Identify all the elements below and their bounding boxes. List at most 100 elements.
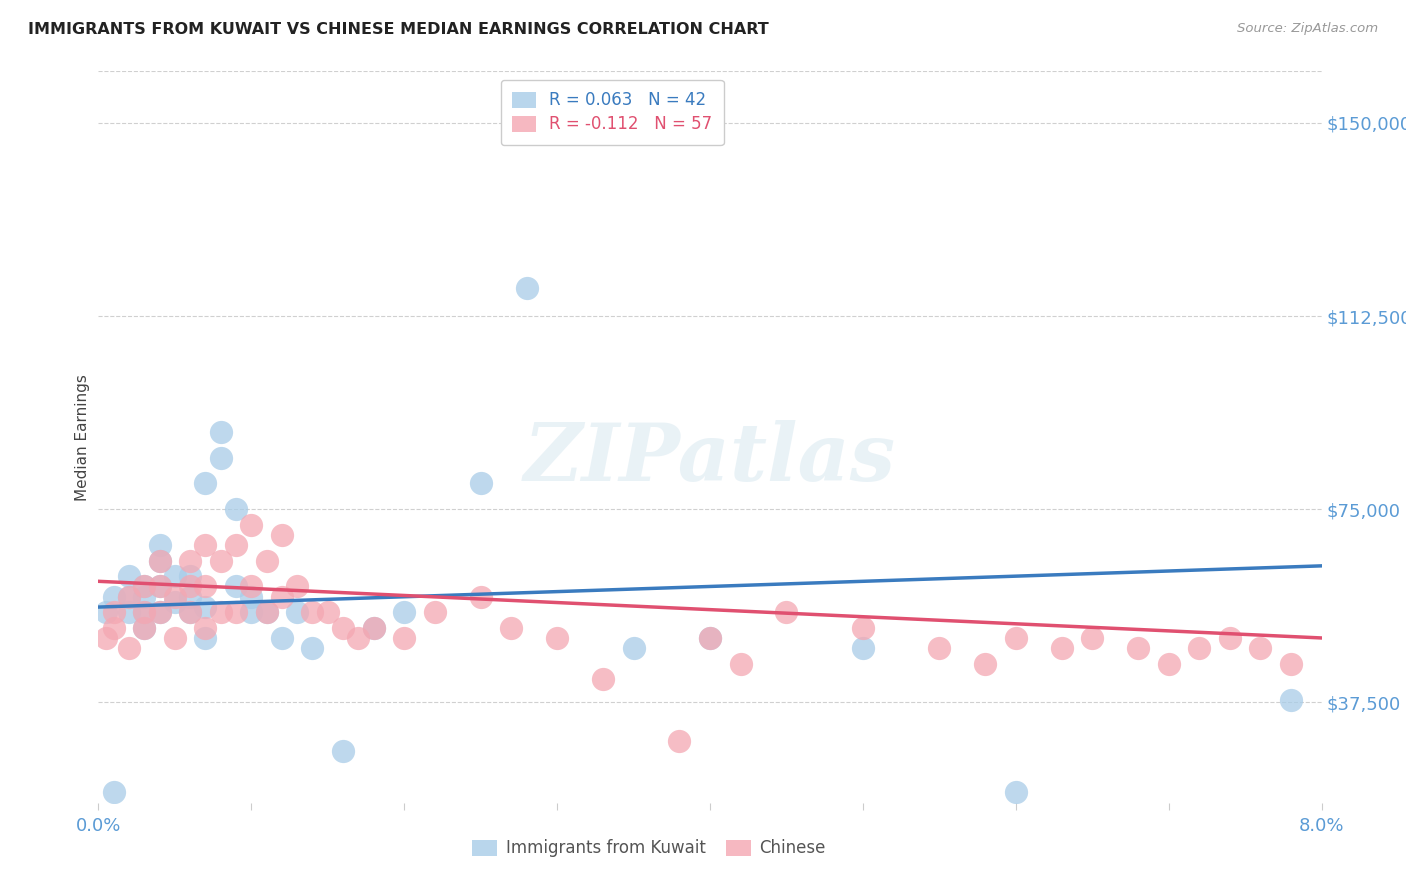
Point	[179, 579, 201, 593]
Point	[1157, 657, 1180, 671]
Point	[179, 554, 201, 568]
Point	[592, 672, 614, 686]
Point	[1249, 641, 1271, 656]
Point	[332, 744, 354, 758]
Point	[209, 605, 232, 619]
Point	[163, 631, 186, 645]
Point	[285, 579, 308, 593]
Point	[285, 605, 308, 619]
Point	[974, 657, 997, 671]
Point	[270, 631, 294, 645]
Point	[179, 590, 201, 604]
Point	[501, 621, 523, 635]
Point	[134, 579, 156, 593]
Point	[240, 579, 263, 593]
Point	[363, 621, 385, 635]
Point	[134, 621, 156, 635]
Point	[332, 621, 354, 635]
Point	[730, 657, 752, 671]
Point	[516, 281, 538, 295]
Point	[149, 605, 172, 619]
Point	[103, 590, 125, 604]
Point	[103, 785, 125, 799]
Point	[149, 579, 172, 593]
Point	[134, 621, 156, 635]
Point	[240, 517, 263, 532]
Point	[470, 590, 492, 604]
Point	[668, 734, 690, 748]
Point	[149, 554, 172, 568]
Point	[1219, 631, 1241, 645]
Point	[423, 605, 446, 619]
Point	[225, 605, 247, 619]
Point	[240, 590, 263, 604]
Point	[134, 605, 156, 619]
Point	[240, 605, 263, 619]
Point	[194, 579, 217, 593]
Point	[363, 621, 385, 635]
Point	[163, 569, 186, 583]
Point	[347, 631, 370, 645]
Point	[149, 554, 172, 568]
Point	[194, 600, 217, 615]
Point	[225, 579, 247, 593]
Point	[256, 605, 278, 619]
Point	[179, 605, 201, 619]
Point	[134, 579, 156, 593]
Point	[225, 538, 247, 552]
Point	[225, 502, 247, 516]
Point	[1004, 631, 1026, 645]
Point	[94, 605, 117, 619]
Point	[149, 538, 172, 552]
Point	[118, 641, 141, 656]
Point	[163, 590, 186, 604]
Point	[1081, 631, 1104, 645]
Point	[103, 621, 125, 635]
Point	[392, 631, 416, 645]
Point	[1004, 785, 1026, 799]
Point	[852, 641, 875, 656]
Point	[301, 605, 323, 619]
Point	[301, 641, 323, 656]
Point	[470, 476, 492, 491]
Point	[1279, 693, 1302, 707]
Point	[134, 590, 156, 604]
Point	[546, 631, 568, 645]
Point	[1279, 657, 1302, 671]
Point	[699, 631, 721, 645]
Point	[256, 554, 278, 568]
Point	[209, 425, 232, 439]
Legend: Immigrants from Kuwait, Chinese: Immigrants from Kuwait, Chinese	[465, 832, 832, 864]
Point	[1128, 641, 1150, 656]
Point	[623, 641, 645, 656]
Point	[928, 641, 950, 656]
Point	[194, 621, 217, 635]
Point	[392, 605, 416, 619]
Point	[149, 579, 172, 593]
Point	[270, 590, 294, 604]
Point	[118, 590, 141, 604]
Point	[103, 605, 125, 619]
Point	[118, 569, 141, 583]
Point	[194, 476, 217, 491]
Point	[118, 605, 141, 619]
Point	[179, 605, 201, 619]
Point	[699, 631, 721, 645]
Point	[194, 631, 217, 645]
Text: IMMIGRANTS FROM KUWAIT VS CHINESE MEDIAN EARNINGS CORRELATION CHART: IMMIGRANTS FROM KUWAIT VS CHINESE MEDIAN…	[28, 22, 769, 37]
Point	[270, 528, 294, 542]
Point	[118, 590, 141, 604]
Point	[209, 554, 232, 568]
Point	[316, 605, 339, 619]
Point	[149, 605, 172, 619]
Point	[256, 605, 278, 619]
Point	[775, 605, 797, 619]
Point	[852, 621, 875, 635]
Text: ZIPatlas: ZIPatlas	[524, 420, 896, 498]
Point	[1188, 641, 1211, 656]
Point	[194, 538, 217, 552]
Text: Source: ZipAtlas.com: Source: ZipAtlas.com	[1237, 22, 1378, 36]
Point	[1050, 641, 1073, 656]
Point	[134, 605, 156, 619]
Point	[94, 631, 117, 645]
